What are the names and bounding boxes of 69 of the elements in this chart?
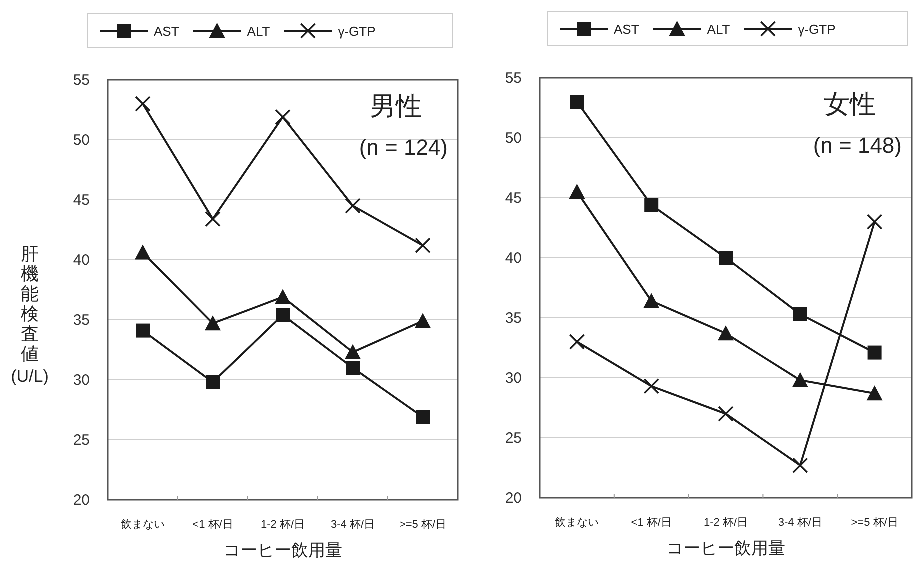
y-tick-label: 50	[505, 130, 522, 147]
point	[345, 344, 361, 360]
legend-label: γ-GTP	[338, 24, 376, 39]
point	[206, 375, 220, 390]
y-tick-label: 25	[73, 432, 90, 449]
y-tick-label: 55	[73, 72, 90, 89]
y-tick-label: 45	[505, 190, 522, 207]
y-tick-label: 55	[505, 70, 522, 87]
point	[205, 211, 221, 228]
y-tick-label: 45	[73, 192, 90, 209]
x-tick-label: 飲まない	[121, 519, 165, 531]
point	[136, 324, 150, 338]
point	[718, 326, 734, 341]
x-tick-label: <1 杯/日	[631, 517, 672, 529]
x-tick-label: >=5 杯/日	[851, 517, 898, 529]
point	[644, 198, 659, 212]
point	[275, 289, 291, 304]
x-tick-label: >=5 杯/日	[399, 519, 447, 531]
legend-label: ALT	[247, 24, 270, 39]
point	[135, 96, 151, 112]
point	[570, 95, 584, 109]
y-tick-label: 25	[505, 430, 522, 447]
x-tick-label: 3-4 杯/日	[330, 519, 376, 531]
point	[866, 386, 883, 401]
point	[569, 334, 586, 350]
point	[793, 307, 808, 322]
x-axis-title: コーヒー飲用量	[224, 541, 342, 560]
legend-label: γ-GTP	[798, 22, 836, 37]
y-tick-label: 50	[73, 132, 90, 149]
y-tick-label: 20	[505, 490, 522, 507]
legend-label: AST	[154, 24, 180, 39]
x-tick-label: 1-2 杯/日	[260, 519, 306, 531]
point	[205, 316, 221, 331]
annotation: 女性	[824, 89, 876, 119]
annotation: 男性	[370, 91, 422, 121]
point	[569, 184, 586, 199]
annotation: (n = 148)	[813, 133, 902, 158]
point	[415, 238, 431, 254]
point	[345, 198, 361, 214]
point	[719, 251, 733, 265]
x-tick-label: 飲まない	[555, 517, 600, 529]
point	[792, 458, 808, 474]
point	[346, 361, 360, 375]
point	[135, 244, 151, 260]
y-tick-label: 20	[73, 492, 90, 509]
y-tick-label: 40	[505, 250, 522, 267]
point	[644, 378, 660, 394]
point	[276, 308, 290, 322]
y-tick-label: 35	[73, 312, 90, 329]
x-axis-title: コーヒー飲用量	[666, 539, 786, 558]
point	[866, 214, 883, 230]
x-tick-label: <1 杯/日	[192, 519, 234, 531]
legend-label: ALT	[707, 22, 730, 37]
point	[644, 293, 660, 308]
x-tick-label: 1-2 杯/日	[704, 517, 748, 529]
y-tick-label: 30	[73, 372, 90, 389]
y-tick-label: 40	[73, 252, 90, 269]
point	[275, 109, 291, 126]
y-axis-title: 肝機能検査値 (U/L)	[11, 244, 49, 386]
y-tick-label: 30	[505, 370, 522, 387]
point	[868, 346, 882, 360]
x-tick-label: 3-4 杯/日	[778, 517, 822, 529]
point	[415, 313, 431, 328]
y-tick-label: 35	[505, 310, 522, 327]
annotation: (n = 124)	[359, 135, 448, 160]
point	[416, 410, 430, 424]
legend-label: AST	[614, 22, 640, 37]
point	[718, 406, 734, 422]
point	[792, 372, 808, 388]
